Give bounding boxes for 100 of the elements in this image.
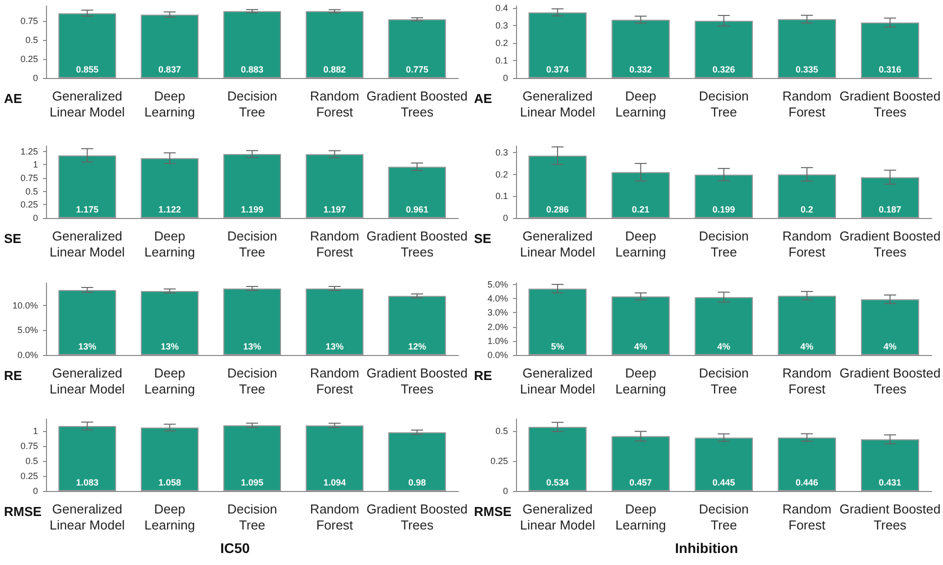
y-tick-label: 0.75: [20, 441, 38, 451]
data-label: 0.332: [629, 64, 652, 74]
x-tick-label: Deep Learning: [615, 366, 666, 396]
bar: [860, 439, 920, 491]
y-tick-label: 0.25: [20, 200, 38, 210]
y-axis-title: RE: [474, 368, 492, 383]
data-label: 0.855: [76, 64, 98, 74]
y-tick-label: 0: [32, 213, 38, 223]
y-tick-label: 0: [502, 73, 508, 83]
data-label: 0.374: [546, 64, 569, 74]
data-label: 0.187: [878, 204, 902, 214]
bar: [223, 288, 282, 355]
data-label: 0.445: [712, 478, 736, 488]
data-label: 0.775: [406, 64, 428, 74]
x-tick-label: Random Forest: [782, 228, 832, 260]
x-tick-label: Random Forest: [310, 502, 360, 532]
bar: [140, 158, 199, 218]
bar: [528, 288, 587, 355]
y-tick-label: 0.2: [495, 169, 508, 180]
y-tick-label: 0.25: [490, 456, 508, 466]
x-tick-label: Gradient Boosted Trees: [839, 366, 941, 396]
x-tick-label: Generalized Linear Model: [520, 366, 596, 396]
data-label: 0.961: [406, 204, 428, 214]
y-axis-title: SE: [4, 231, 22, 246]
y-tick-label: 1.0%: [487, 336, 508, 346]
y-tick-label: 0.3: [495, 148, 508, 158]
y-axis-title: RMSE: [4, 504, 42, 519]
y-tick-label: 0.25: [20, 471, 38, 481]
y-axis-title: RE: [4, 368, 22, 383]
y-tick-label: 0.5: [495, 426, 508, 436]
y-tick-label: 0: [32, 486, 38, 496]
data-label: 0.286: [546, 204, 569, 214]
y-tick-label: 5.0%: [17, 325, 38, 336]
bar: [140, 14, 199, 78]
data-label: 0.446: [796, 478, 818, 488]
data-label: 1.175: [76, 204, 98, 214]
x-tick-label: Decision Tree: [227, 366, 278, 396]
x-tick-label: Decision Tree: [698, 88, 749, 120]
bar: [223, 11, 282, 78]
y-tick-label: 4.0%: [487, 294, 508, 304]
y-axis-title: AE: [4, 91, 22, 106]
x-tick-label: Random Forest: [782, 88, 832, 120]
data-label: 0.21: [632, 204, 650, 214]
bar: [612, 436, 670, 491]
bar: [778, 174, 836, 218]
data-label: 0.837: [158, 64, 181, 74]
x-tick-label: Generalized Linear Model: [50, 228, 125, 260]
data-label: 1.122: [158, 204, 181, 214]
x-tick-label: Decision Tree: [227, 502, 278, 532]
bar: [58, 13, 116, 78]
x-tick-label: Gradient Boosted Trees: [366, 228, 468, 260]
bar: [388, 432, 446, 491]
y-tick-label: 0.4: [495, 2, 508, 13]
data-label: 0.326: [712, 64, 736, 74]
y-tick-label: 0.75: [20, 16, 38, 26]
bar: [694, 297, 753, 355]
y-tick-label: 0.75: [20, 173, 38, 183]
y-tick-label: 5.0%: [487, 279, 508, 290]
bar: [58, 426, 116, 491]
bar: [612, 296, 670, 355]
y-axis-title: AE: [474, 91, 492, 106]
x-tick-label: Generalized Linear Model: [50, 502, 125, 532]
x-tick-label: Random Forest: [310, 366, 360, 396]
y-tick-label: 0.5: [25, 35, 38, 46]
data-label: 0.316: [878, 64, 902, 74]
x-tick-label: Gradient Boosted Trees: [839, 88, 941, 120]
bar: [528, 156, 587, 218]
bar: [58, 155, 116, 218]
x-tick-label: Random Forest: [310, 88, 360, 120]
data-label: 0.882: [323, 64, 346, 74]
x-tick-label: Gradient Boosted Trees: [839, 228, 941, 260]
data-label: 1.058: [158, 478, 181, 488]
x-tick-label: Random Forest: [310, 228, 360, 260]
x-axis-title: Inhibition: [675, 540, 738, 556]
x-tick-label: Decision Tree: [227, 88, 278, 120]
data-label: 0.534: [546, 478, 569, 488]
bar: [306, 288, 364, 355]
bar: [612, 172, 670, 218]
bar: [778, 437, 836, 491]
y-tick-label: 0.5: [25, 186, 38, 196]
y-tick-label: 0.2: [495, 38, 508, 48]
y-tick-label: 0: [502, 213, 508, 223]
bar: [306, 425, 364, 491]
x-tick-label: Deep Learning: [615, 228, 666, 260]
y-tick-label: 0.5: [25, 456, 38, 466]
y-tick-label: 0.1: [495, 191, 508, 202]
data-label: 0.883: [240, 64, 264, 74]
data-label: 4%: [884, 342, 897, 352]
x-tick-label: Decision Tree: [698, 502, 749, 532]
y-tick-label: 1.25: [20, 146, 38, 156]
y-tick-label: 0.0%: [487, 350, 508, 360]
x-tick-label: Deep Learning: [615, 88, 666, 120]
y-tick-label: 1: [32, 426, 38, 436]
data-label: 4%: [634, 342, 648, 352]
x-tick-label: Generalized Linear Model: [50, 88, 125, 120]
bar: [223, 154, 282, 218]
x-tick-label: Deep Learning: [615, 502, 666, 532]
y-tick-label: 0.0%: [17, 350, 38, 360]
y-tick-label: 0.3: [495, 20, 508, 30]
x-tick-label: Generalized Linear Model: [520, 502, 596, 532]
